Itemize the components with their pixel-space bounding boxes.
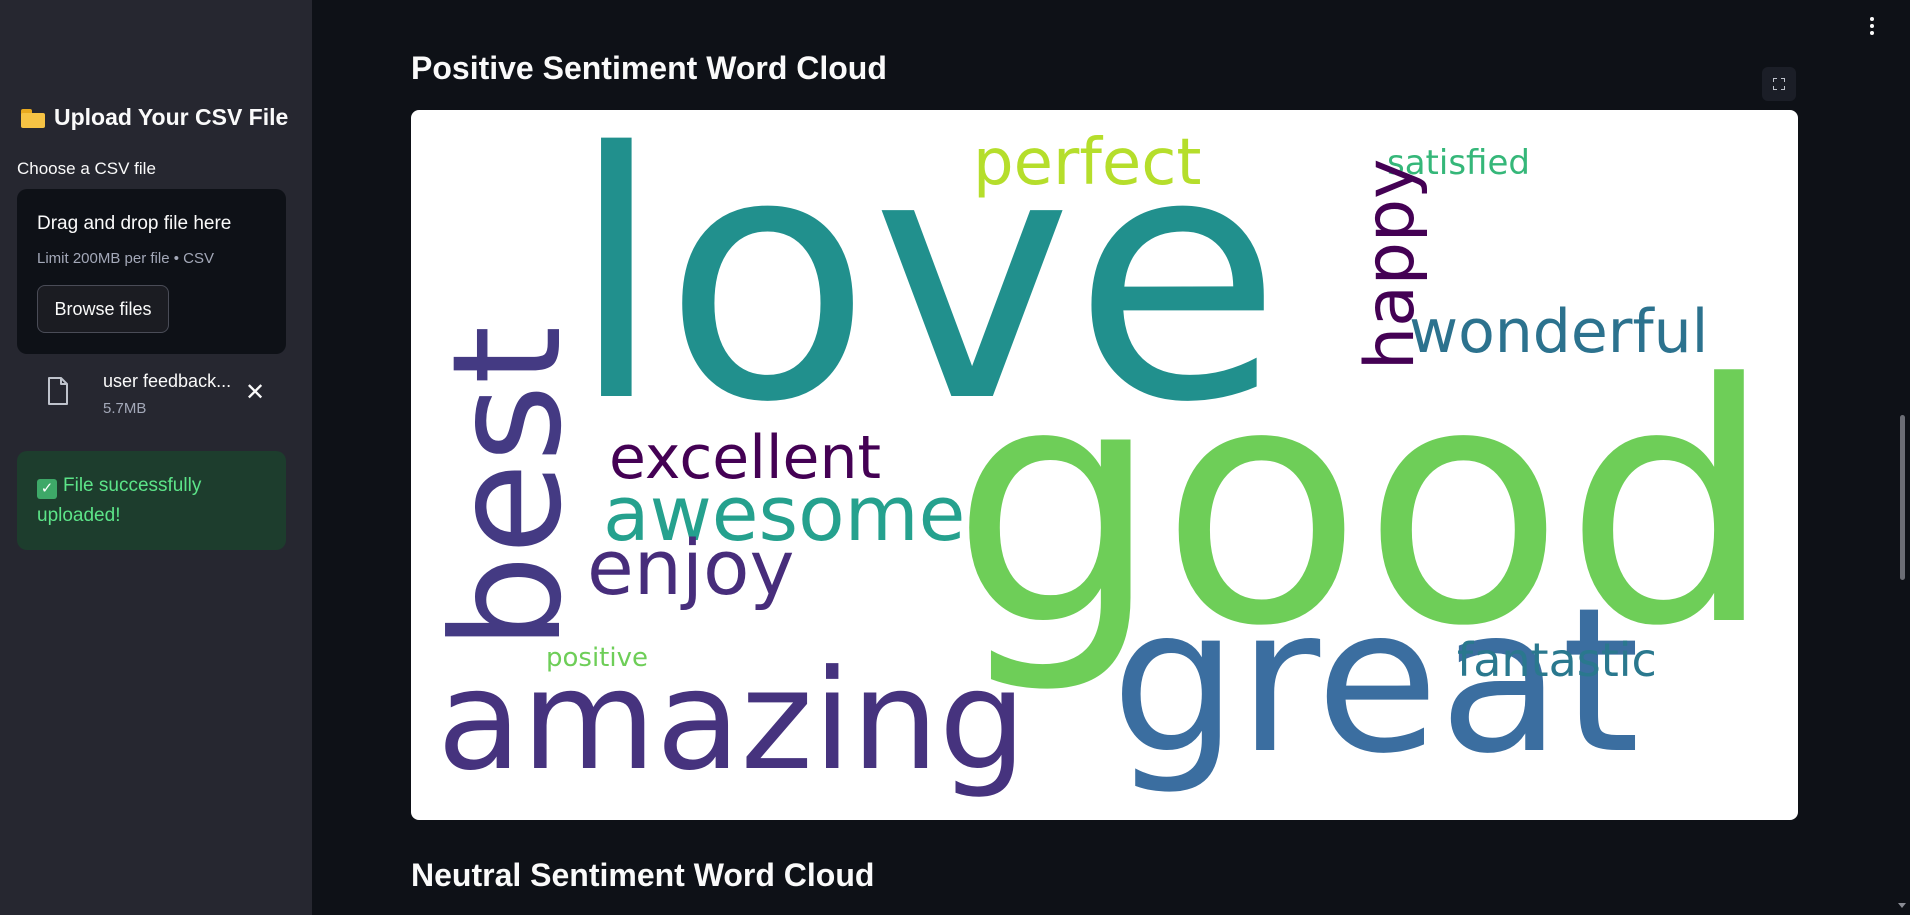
file-icon [48, 377, 68, 405]
dropzone-limit: Limit 200MB per file • CSV [37, 250, 214, 267]
remove-file-close-icon[interactable]: ✕ [244, 379, 266, 406]
file-size: 5.7MB [103, 400, 147, 417]
main-menu-icon[interactable] [1864, 14, 1880, 38]
word-cloud-svg: love good great best amazing perfect sat… [421, 110, 1774, 801]
uploaded-file: user feedback... 5.7MB ✕ [17, 365, 286, 425]
word-good: good [951, 314, 1774, 698]
fullscreen-button[interactable] [1762, 67, 1796, 101]
word-amazing: amazing [437, 640, 1026, 801]
word-satisfied: satisfied [1387, 143, 1530, 183]
browse-files-button[interactable]: Browse files [37, 285, 169, 333]
word-enjoy: enjoy [587, 523, 795, 612]
file-dropzone[interactable]: Drag and drop file here Limit 200MB per … [17, 189, 286, 354]
sidebar-header: Upload Your CSV File [20, 104, 288, 131]
word-positive: positive [546, 643, 648, 673]
word-love: love [569, 110, 1282, 477]
neutral-section-title: Neutral Sentiment Word Cloud [411, 857, 875, 893]
file-name: user feedback... [103, 371, 232, 391]
fullscreen-icon [1773, 78, 1785, 90]
scrollbar-thumb[interactable] [1900, 415, 1905, 580]
file-uploader-label: Choose a CSV file [17, 159, 156, 178]
word-fantastic: fantastic [1457, 633, 1657, 687]
word-happy: happy [1351, 159, 1430, 370]
word-wonderful: wonderful [1409, 297, 1708, 367]
word-best: best [421, 326, 595, 650]
scroll-down-icon[interactable] [1898, 903, 1906, 908]
success-alert: ✓ File successfully uploaded! [17, 451, 286, 550]
sidebar: Upload Your CSV File Choose a CSV file D… [0, 0, 312, 915]
check-icon: ✓ [37, 479, 57, 499]
word-excellent: excellent [609, 423, 881, 493]
positive-word-cloud: love good great best amazing perfect sat… [411, 110, 1798, 820]
sidebar-title: Upload Your CSV File [54, 104, 289, 130]
success-message: File successfully uploaded! [37, 475, 202, 526]
dropzone-title: Drag and drop file here [37, 213, 232, 234]
folder-icon [20, 107, 46, 129]
word-great: great [1111, 565, 1640, 798]
word-perfect: perfect [973, 126, 1202, 200]
word-awesome: awesome [603, 469, 965, 558]
positive-section-title: Positive Sentiment Word Cloud [411, 50, 887, 86]
